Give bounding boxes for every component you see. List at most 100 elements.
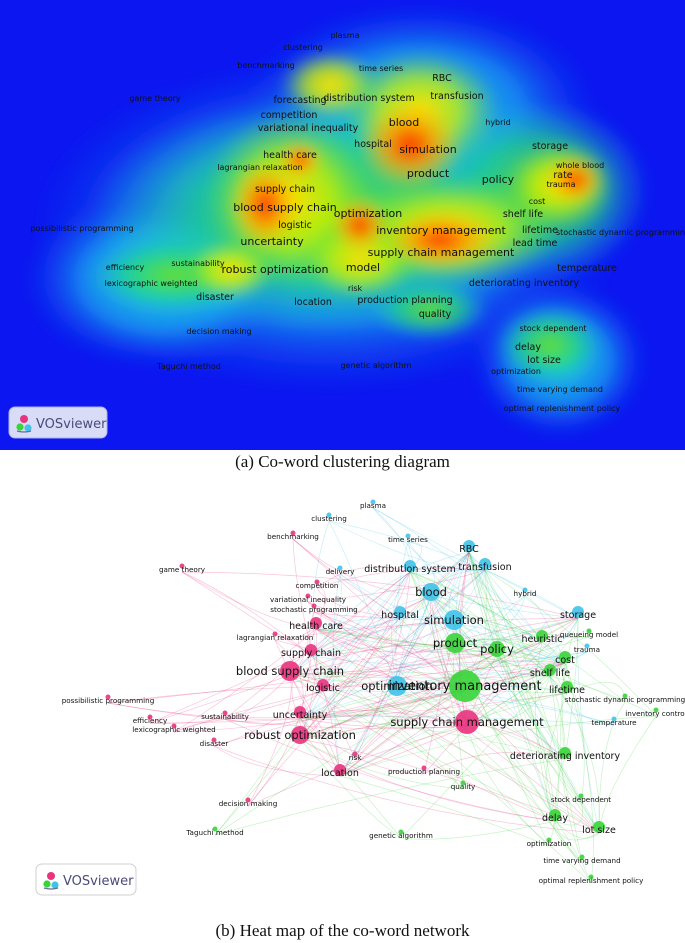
node-distribution-system[interactable] bbox=[404, 560, 416, 572]
node-genetic-algorithm[interactable] bbox=[398, 829, 404, 835]
term-label-production-planning[interactable]: production planning bbox=[388, 767, 460, 776]
term-label-competition[interactable]: competition bbox=[296, 581, 339, 590]
term-label-time-series[interactable]: time series bbox=[388, 535, 428, 544]
node-taguchi-method[interactable] bbox=[212, 826, 218, 832]
term-label-shelf-life[interactable]: shelf life bbox=[530, 668, 570, 679]
node-deteriorating-inventory[interactable] bbox=[559, 747, 571, 759]
node-hybrid[interactable] bbox=[522, 587, 528, 593]
term-label-time-varying-demand[interactable]: time varying demand bbox=[543, 856, 620, 865]
term-label-simulation[interactable]: simulation bbox=[424, 613, 484, 627]
node-blood-supply-chain[interactable] bbox=[280, 661, 300, 681]
node-logistic[interactable] bbox=[317, 679, 329, 691]
node-lifetime[interactable] bbox=[561, 681, 573, 693]
node-optimization[interactable] bbox=[546, 837, 552, 843]
term-label-genetic-algorithm[interactable]: genetic algorithm bbox=[369, 831, 433, 840]
node-disaster[interactable] bbox=[211, 737, 217, 743]
node-storage[interactable] bbox=[572, 606, 584, 618]
term-label-policy[interactable]: policy bbox=[480, 642, 514, 656]
node-shelf-life[interactable] bbox=[544, 664, 556, 676]
term-label-quality[interactable]: quality bbox=[451, 782, 476, 791]
term-label-product[interactable]: product bbox=[433, 636, 478, 650]
node-game-theory[interactable] bbox=[179, 563, 185, 569]
node-lexicographic-weighted[interactable] bbox=[171, 723, 177, 729]
node-inventory-management[interactable] bbox=[449, 670, 481, 702]
term-label-stock-dependent[interactable]: stock dependent bbox=[551, 795, 611, 804]
term-label-optimization[interactable]: optimization bbox=[361, 679, 433, 693]
term-label-uncertainty[interactable]: uncertainty bbox=[273, 710, 328, 721]
node-robust-optimization[interactable] bbox=[291, 726, 309, 744]
term-label-decision-making[interactable]: decision making bbox=[219, 799, 278, 808]
term-label-heuristic[interactable]: heuristic bbox=[522, 634, 563, 645]
node-variational-inequality[interactable] bbox=[305, 593, 311, 599]
node-delivery[interactable] bbox=[337, 565, 343, 571]
node-clustering[interactable] bbox=[326, 512, 332, 518]
node-sustainability[interactable] bbox=[222, 710, 228, 716]
term-label-inventory-control[interactable]: inventory control bbox=[625, 709, 685, 718]
term-label-plasma[interactable]: plasma bbox=[360, 501, 386, 510]
node-blood[interactable] bbox=[422, 583, 440, 601]
term-label-supply-chain[interactable]: supply chain bbox=[281, 648, 341, 659]
term-label-possibilistic-programming[interactable]: possibilistic programming bbox=[62, 696, 155, 705]
term-label-robust-optimization[interactable]: robust optimization bbox=[244, 728, 356, 742]
node-stochastic-programming[interactable] bbox=[311, 603, 317, 609]
term-label-sustainability[interactable]: sustainability bbox=[201, 712, 250, 721]
term-label-disaster[interactable]: disaster bbox=[200, 739, 229, 748]
node-production-planning[interactable] bbox=[421, 765, 427, 771]
node-time-series[interactable] bbox=[405, 533, 411, 539]
term-label-benchmarking[interactable]: benchmarking bbox=[267, 532, 319, 541]
term-label-optimal-replenishment-policy[interactable]: optimal replenishment policy bbox=[539, 876, 645, 885]
term-label-game-theory[interactable]: game theory bbox=[159, 565, 206, 574]
node-stochastic-dynamic-programming[interactable] bbox=[622, 693, 628, 699]
term-label-temperature[interactable]: temperature bbox=[591, 718, 637, 727]
node-lot-size[interactable] bbox=[593, 821, 605, 833]
node-simulation[interactable] bbox=[444, 610, 464, 630]
node-possibilistic-programming[interactable] bbox=[105, 694, 111, 700]
node-efficiency[interactable] bbox=[147, 714, 153, 720]
node-policy[interactable] bbox=[489, 641, 505, 657]
node-supply-chain[interactable] bbox=[305, 644, 317, 656]
term-label-inventory-management[interactable]: inventory management bbox=[388, 679, 541, 694]
term-label-queueing-model[interactable]: queueing model bbox=[560, 630, 618, 639]
term-label-rbc[interactable]: RBC bbox=[459, 544, 479, 555]
term-label-variational-inequality[interactable]: variational inequality bbox=[270, 595, 347, 604]
term-label-optimization[interactable]: optimization bbox=[527, 839, 572, 848]
term-label-delivery[interactable]: delivery bbox=[326, 567, 356, 576]
term-label-lot-size[interactable]: lot size bbox=[582, 825, 616, 836]
term-label-supply-chain-management[interactable]: supply chain management bbox=[390, 715, 544, 729]
node-cost[interactable] bbox=[559, 651, 571, 663]
node-rbc[interactable] bbox=[463, 540, 475, 552]
node-benchmarking[interactable] bbox=[290, 530, 296, 536]
term-label-health-care[interactable]: health care bbox=[289, 621, 343, 632]
term-label-lifetime[interactable]: lifetime bbox=[549, 685, 585, 696]
node-transfusion[interactable] bbox=[479, 558, 491, 570]
node-decision-making[interactable] bbox=[245, 797, 251, 803]
node-time-varying-demand[interactable] bbox=[579, 854, 585, 860]
node-trauma[interactable] bbox=[584, 643, 590, 649]
node-competition[interactable] bbox=[314, 579, 320, 585]
term-label-distribution-system[interactable]: distribution system bbox=[364, 564, 456, 575]
node-uncertainty[interactable] bbox=[294, 706, 306, 718]
node-optimization[interactable] bbox=[387, 676, 407, 696]
term-label-blood[interactable]: blood bbox=[415, 585, 447, 599]
node-supply-chain-management[interactable] bbox=[455, 710, 479, 734]
term-label-efficiency[interactable]: efficiency bbox=[133, 716, 168, 725]
term-label-hybrid[interactable]: hybrid bbox=[514, 589, 537, 598]
term-label-logistic[interactable]: logistic bbox=[306, 683, 340, 694]
vosviewer-logo[interactable]: VOSviewer bbox=[35, 863, 137, 896]
term-label-stochastic-dynamic-programming[interactable]: stochastic dynamic programming bbox=[565, 695, 685, 704]
node-temperature[interactable] bbox=[611, 716, 617, 722]
term-label-transfusion[interactable]: transfusion bbox=[458, 562, 511, 573]
term-label-taguchi-method[interactable]: Taguchi method bbox=[185, 828, 243, 837]
term-label-lexicographic-weighted[interactable]: lexicographic weighted bbox=[132, 725, 215, 734]
node-location[interactable] bbox=[334, 764, 346, 776]
term-label-hospital[interactable]: hospital bbox=[381, 610, 419, 621]
term-label-lagrangian-relaxation[interactable]: lagrangian relaxation bbox=[237, 633, 314, 642]
node-stock-dependent[interactable] bbox=[578, 793, 584, 799]
term-label-clustering[interactable]: clustering bbox=[311, 514, 347, 523]
node-heuristic[interactable] bbox=[536, 630, 548, 642]
node-product[interactable] bbox=[445, 633, 465, 653]
node-health-care[interactable] bbox=[310, 617, 322, 629]
node-delay[interactable] bbox=[549, 809, 561, 821]
node-queueing-model[interactable] bbox=[586, 628, 592, 634]
node-hospital[interactable] bbox=[394, 606, 406, 618]
